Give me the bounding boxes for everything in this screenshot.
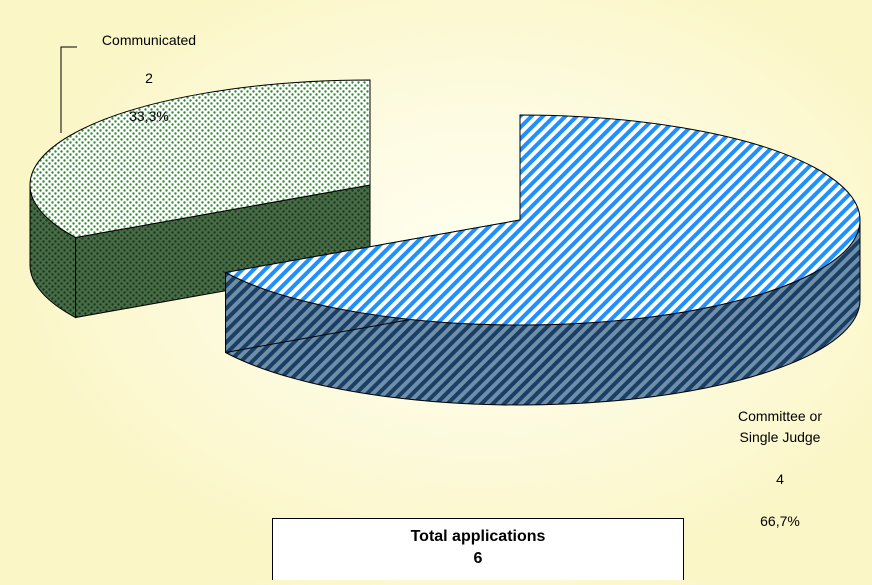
slice-label-committee: Committee or Single Judge 4 66,7%	[705, 385, 855, 553]
label-leader-lines	[60, 46, 77, 133]
total-label: Total applications	[410, 528, 546, 545]
slice-label-percent: 66,7%	[760, 513, 800, 529]
total-value: 6	[473, 550, 483, 567]
slice-label-value: 4	[776, 471, 784, 487]
slice-label-percent: 33,3%	[129, 108, 169, 124]
pie-slice-committee-top	[224, 114, 861, 326]
leader-line-communicated	[60, 46, 77, 133]
slice-label-communicated: Communicated 2 33,3%	[84, 12, 214, 145]
slice-label-name: Committee or Single Judge	[737, 408, 823, 445]
pie-slices	[29, 79, 861, 406]
slice-label-value: 2	[145, 70, 153, 86]
slice-label-name: Communicated	[101, 32, 197, 48]
pie-slice-communicated-top	[29, 79, 371, 239]
pie-slice-communicated	[29, 79, 371, 319]
total-applications-box: Total applications 6	[272, 518, 684, 580]
pie-slice-committee	[224, 114, 861, 406]
